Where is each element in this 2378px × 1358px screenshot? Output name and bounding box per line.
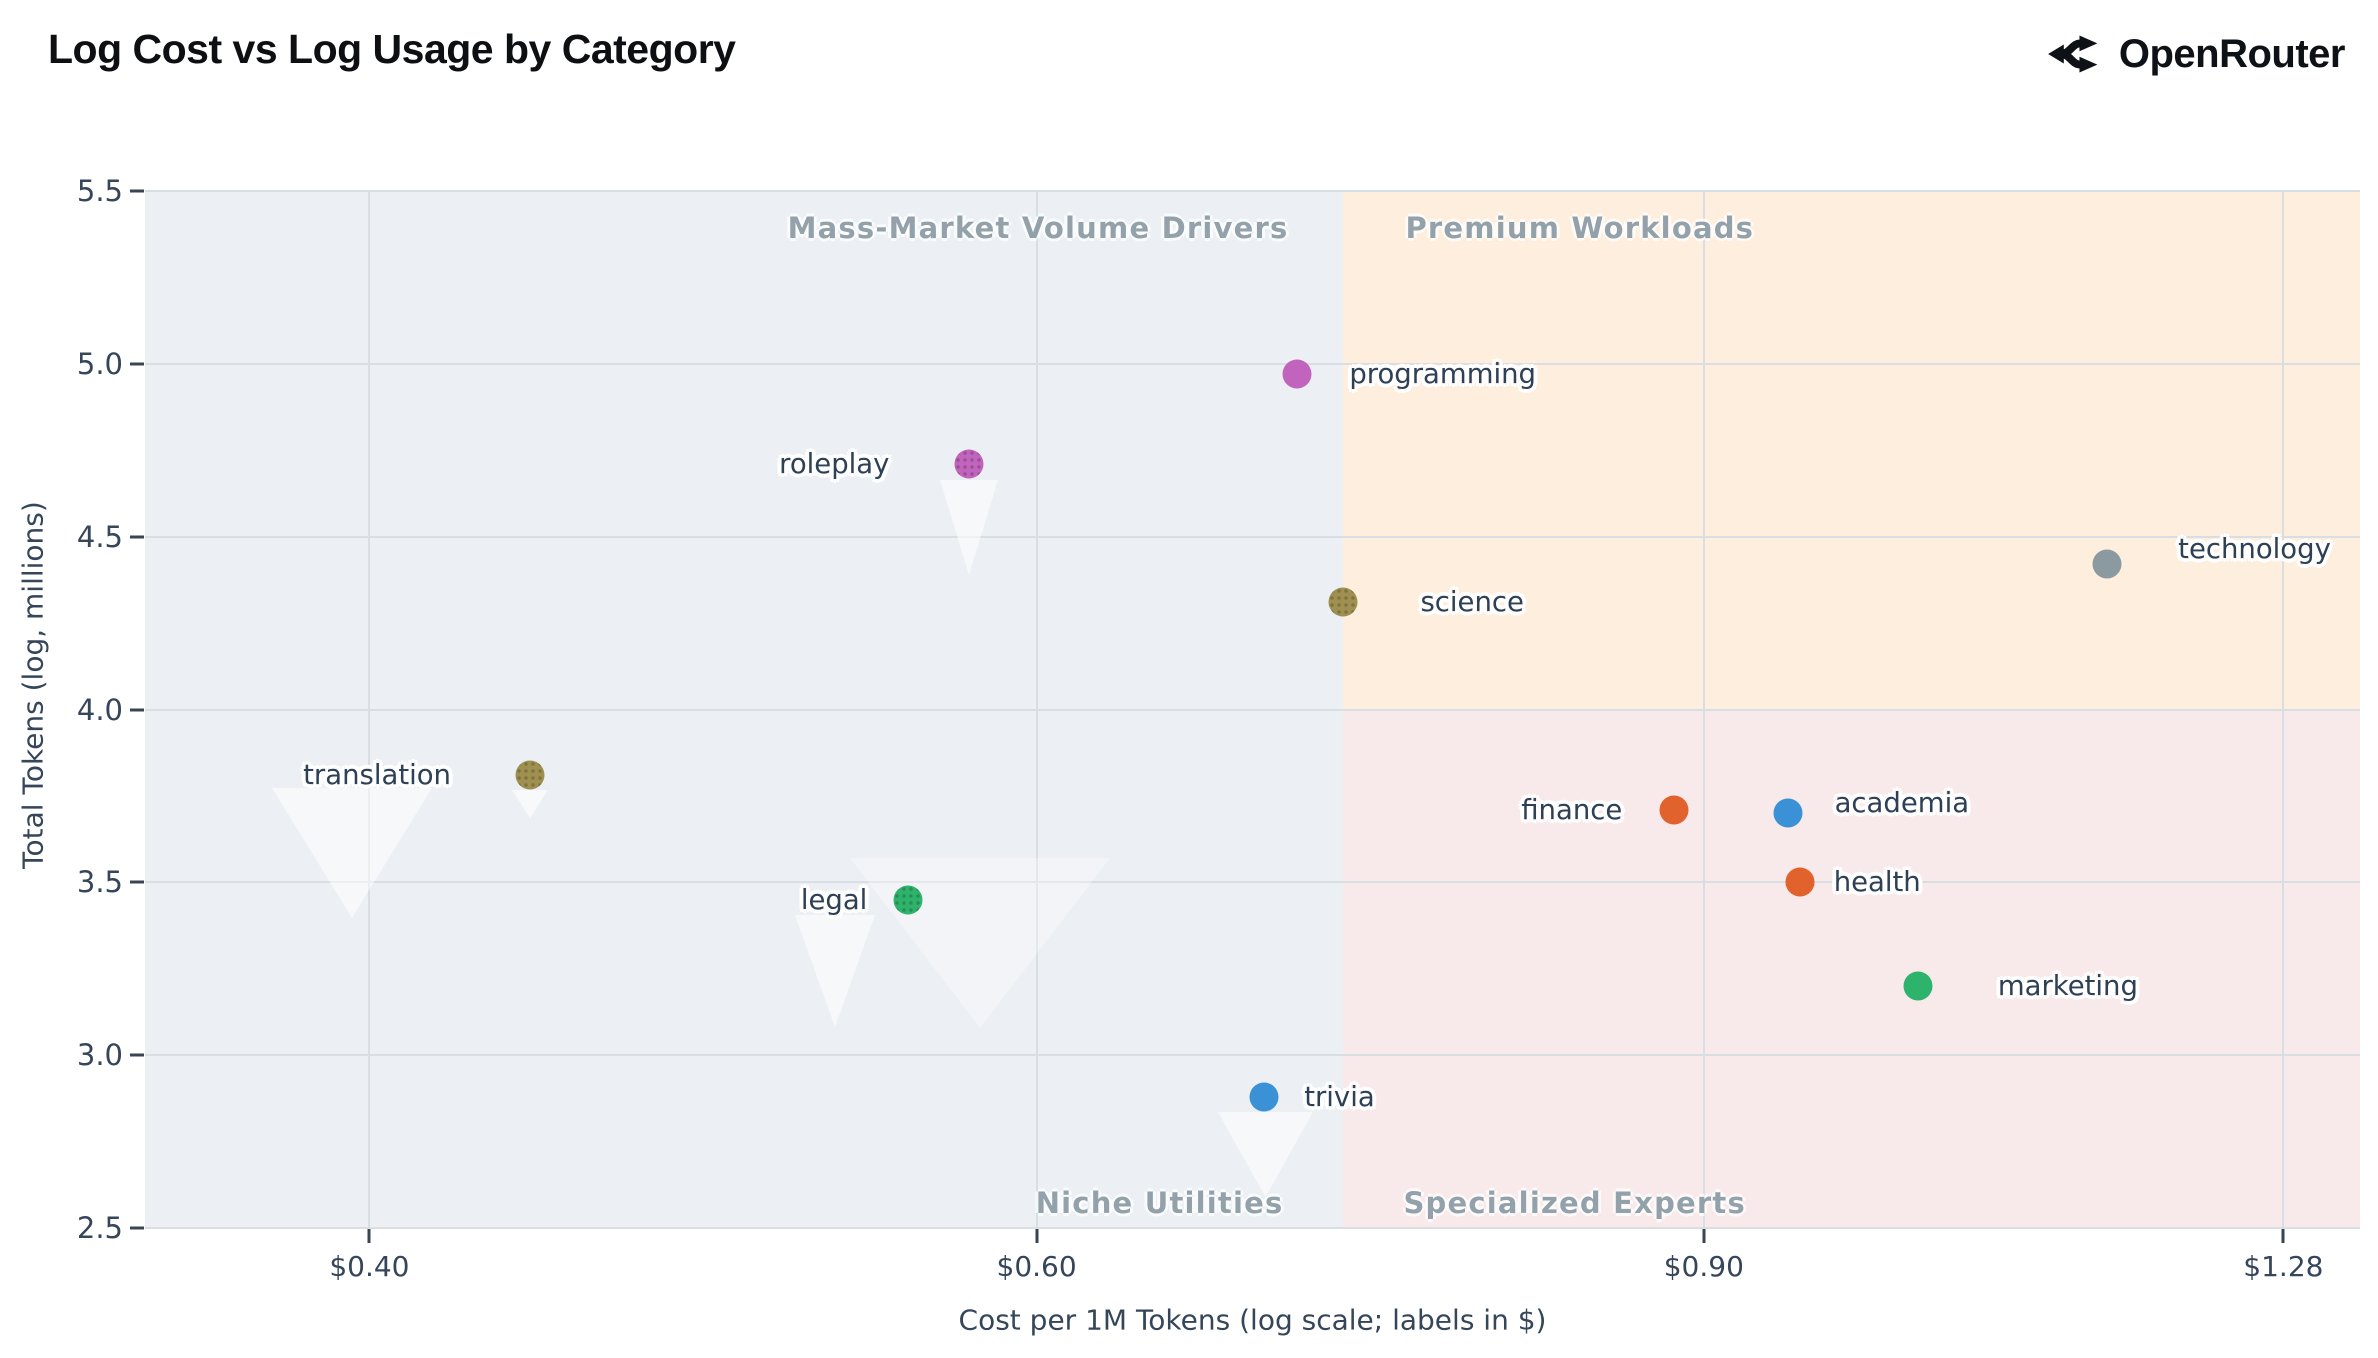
data-point-label-science: science	[1420, 586, 1524, 619]
y-tick-mark	[130, 708, 144, 711]
x-tick-label: $0.90	[1663, 1250, 1744, 1283]
data-point-label-finance: finance	[1521, 793, 1623, 826]
y-axis-title: Total Tokens (log, millions)	[16, 500, 50, 869]
page-title: Log Cost vs Log Usage by Category	[48, 26, 736, 72]
data-point-label-health: health	[1833, 866, 1921, 899]
x-gridline	[2282, 191, 2285, 1228]
y-gridline	[145, 1054, 2360, 1057]
x-tick-label: $0.60	[996, 1250, 1077, 1283]
y-gridline	[145, 1227, 2360, 1229]
data-point-label-technology: technology	[2178, 533, 2331, 566]
y-tick-mark	[130, 362, 144, 366]
y-tick-label: 5.0	[76, 346, 123, 381]
openrouter-logo-icon	[2047, 26, 2103, 82]
y-tick-mark	[130, 189, 144, 193]
y-gridline	[145, 881, 2360, 884]
data-point-health	[1785, 867, 1815, 897]
y-tick-mark	[130, 1226, 144, 1230]
y-gridline	[145, 190, 2360, 192]
y-gridline	[145, 535, 2360, 538]
x-axis-title: Cost per 1M Tokens (log scale; labels in…	[958, 1303, 1547, 1337]
y-tick-label: 2.5	[76, 1211, 123, 1245]
quadrant-top-right-background	[1343, 191, 2360, 710]
x-gridline	[1035, 191, 1038, 1228]
data-point-roleplay	[954, 449, 984, 479]
data-point-label-legal: legal	[800, 883, 868, 916]
data-point-academia	[1773, 798, 1803, 828]
quadrant-label-bottom-left: Niche Utilities	[1035, 1186, 1284, 1220]
data-point-programming	[1282, 359, 1312, 389]
data-point-marketing	[1903, 971, 1933, 1001]
y-tick-mark	[130, 1053, 144, 1057]
y-tick-label: 4.5	[76, 519, 123, 554]
data-point-label-marketing: marketing	[1997, 970, 2138, 1003]
x-tick-label: $0.40	[329, 1250, 410, 1283]
quadrant-label-top-left: Mass-Market Volume Drivers	[787, 211, 1289, 245]
y-tick-mark	[130, 880, 144, 884]
y-tick-label: 5.5	[76, 174, 123, 208]
data-point-technology	[2092, 549, 2122, 579]
data-point-science	[1328, 587, 1358, 617]
data-point-trivia	[1249, 1082, 1279, 1112]
y-gridline	[145, 362, 2360, 365]
x-tick-mark	[1702, 1229, 1706, 1243]
y-tick-label: 3.5	[76, 865, 123, 900]
x-tick-mark	[2281, 1229, 2285, 1243]
quadrant-label-top-right: Premium Workloads	[1405, 211, 1755, 245]
quadrant-label-bottom-right: Specialized Experts	[1403, 1186, 1746, 1220]
openrouter-logo: OpenRouter	[2047, 26, 2346, 82]
data-point-label-roleplay: roleplay	[779, 448, 890, 481]
data-point-finance	[1659, 795, 1689, 825]
data-point-legal	[893, 885, 923, 915]
x-tick-mark	[367, 1229, 371, 1243]
x-gridline	[1702, 191, 1705, 1228]
y-gridline	[145, 708, 2360, 711]
y-tick-label: 3.0	[76, 1038, 123, 1073]
data-point-label-trivia: trivia	[1304, 1080, 1375, 1113]
x-tick-label: $1.28	[2243, 1250, 2324, 1283]
quadrant-bottom-right-background	[1343, 709, 2360, 1228]
x-tick-mark	[1035, 1229, 1039, 1243]
data-point-label-translation: translation	[303, 759, 451, 792]
data-point-label-programming: programming	[1349, 358, 1537, 391]
data-point-label-academia: academia	[1834, 787, 1970, 820]
openrouter-logo-text: OpenRouter	[2118, 31, 2346, 76]
data-point-translation	[515, 760, 545, 790]
y-tick-mark	[130, 535, 144, 539]
x-gridline	[368, 191, 371, 1228]
y-tick-label: 4.0	[76, 692, 123, 727]
plot-area: Mass-Market Volume Drivers Premium Worklo…	[145, 190, 2360, 1229]
